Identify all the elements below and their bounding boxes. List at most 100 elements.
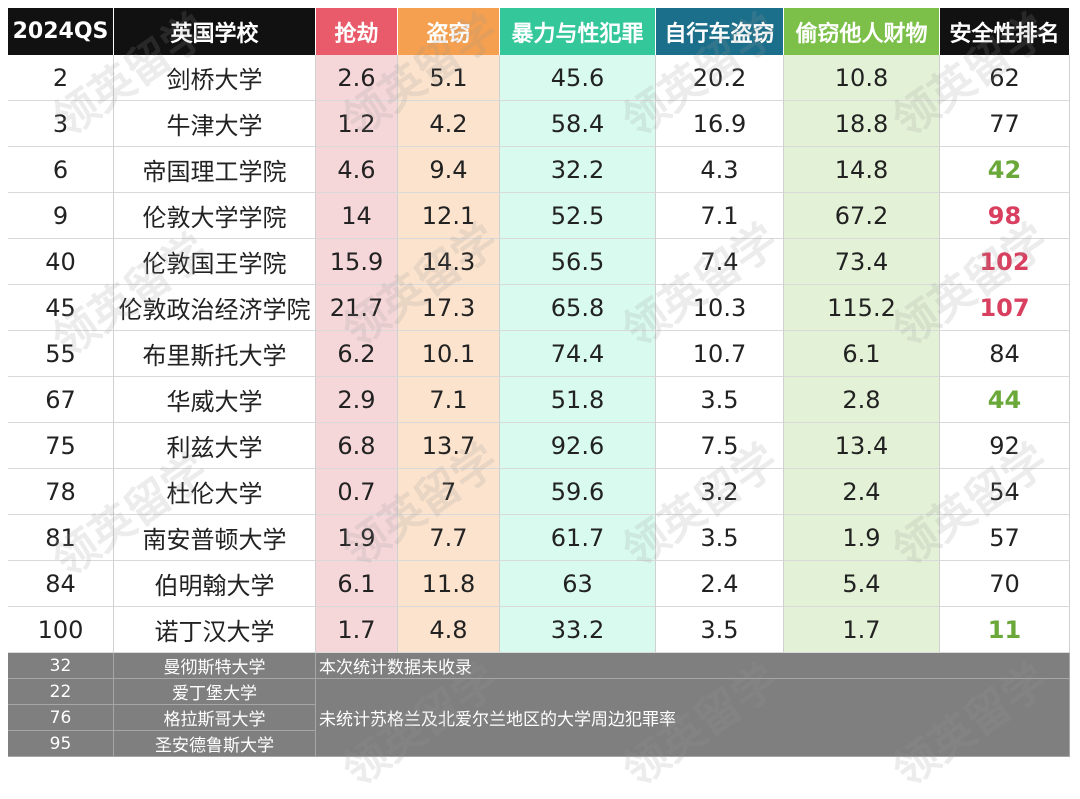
qs-rank-cell: 84 [8,561,114,607]
table-row: 55 布里斯托大学 6.2 10.1 74.4 10.7 6.1 84 [8,331,1070,377]
safety-rank-cell: 98 [940,193,1070,239]
column-header: 偷窃他人财物 [784,8,940,55]
safety-rank-cell: 42 [940,147,1070,193]
table-row: 67 华威大学 2.9 7.1 51.8 3.5 2.8 44 [8,377,1070,423]
school-name-cell: 利兹大学 [114,423,316,469]
bike-theft-cell: 2.4 [656,561,784,607]
table-row: 2 剑桥大学 2.6 5.1 45.6 20.2 10.8 62 [8,55,1070,101]
qs-rank-cell: 40 [8,239,114,285]
note-not-included: 本次统计数据未收录 [316,653,1070,679]
safety-rank-cell: 92 [940,423,1070,469]
bike-theft-cell: 10.3 [656,285,784,331]
robbery-cell: 0.7 [316,469,398,515]
column-header: 安全性排名 [940,8,1070,55]
school-name-cell: 杜伦大学 [114,469,316,515]
personal-theft-cell: 13.4 [784,423,940,469]
robbery-cell: 1.7 [316,607,398,653]
personal-theft-cell: 73.4 [784,239,940,285]
table-row: 75 利兹大学 6.8 13.7 92.6 7.5 13.4 92 [8,423,1070,469]
violence-cell: 92.6 [500,423,656,469]
safety-rank-cell: 107 [940,285,1070,331]
school-name-cell: 南安普顿大学 [114,515,316,561]
theft-cell: 11.8 [398,561,500,607]
table-row: 9 伦敦大学学院 14 12.1 52.5 7.1 67.2 98 [8,193,1070,239]
robbery-cell: 6.1 [316,561,398,607]
violence-cell: 58.4 [500,101,656,147]
qs-rank-cell: 100 [8,607,114,653]
excluded-schools-section: 32 曼彻斯特大学 本次统计数据未收录 22 爱丁堡大学 未统计苏格兰及北爱尔兰… [8,653,1070,757]
column-header: 盗窃 [398,8,500,55]
robbery-cell: 2.6 [316,55,398,101]
qs-rank-cell: 78 [8,469,114,515]
robbery-cell: 1.9 [316,515,398,561]
theft-cell: 17.3 [398,285,500,331]
qs-rank-cell: 3 [8,101,114,147]
theft-cell: 5.1 [398,55,500,101]
table-row: 45 伦敦政治经济学院 21.7 17.3 65.8 10.3 115.2 107 [8,285,1070,331]
excluded-row: 95 圣安德鲁斯大学 [8,731,1070,757]
school-name-cell: 帝国理工学院 [114,147,316,193]
safety-rank-cell: 70 [940,561,1070,607]
note-scotland-ni: 未统计苏格兰及北爱尔兰地区的大学周边犯罪率 [316,679,1070,757]
violence-cell: 52.5 [500,193,656,239]
bike-theft-cell: 3.5 [656,607,784,653]
violence-cell: 51.8 [500,377,656,423]
robbery-cell: 21.7 [316,285,398,331]
school-name-cell: 剑桥大学 [114,55,316,101]
column-header: 抢劫 [316,8,398,55]
personal-theft-cell: 6.1 [784,331,940,377]
excluded-row: 32 曼彻斯特大学 本次统计数据未收录 [8,653,1070,679]
crime-ranking-table: 2024QS 英国学校 抢劫 盗窃 暴力与性犯罪 自行车盗窃 偷窃他人财物 安全性排名 2 剑桥… [8,8,1070,757]
theft-cell: 14.3 [398,239,500,285]
robbery-cell: 15.9 [316,239,398,285]
bike-theft-cell: 3.2 [656,469,784,515]
safety-rank-cell: 102 [940,239,1070,285]
table-row: 81 南安普顿大学 1.9 7.7 61.7 3.5 1.9 57 [8,515,1070,561]
qs-cell: 22 [8,679,114,705]
qs-rank-cell: 9 [8,193,114,239]
qs-rank-cell: 55 [8,331,114,377]
school-name-cell: 伦敦大学学院 [114,193,316,239]
personal-theft-cell: 1.9 [784,515,940,561]
robbery-cell: 4.6 [316,147,398,193]
violence-cell: 59.6 [500,469,656,515]
table-row: 3 牛津大学 1.2 4.2 58.4 16.9 18.8 77 [8,101,1070,147]
column-header: 2024QS [8,8,114,55]
school-cell: 圣安德鲁斯大学 [114,731,316,757]
school-name-cell: 伦敦国王学院 [114,239,316,285]
bike-theft-cell: 20.2 [656,55,784,101]
bike-theft-cell: 4.3 [656,147,784,193]
theft-cell: 7.1 [398,377,500,423]
bike-theft-cell: 7.4 [656,239,784,285]
column-header: 暴力与性犯罪 [500,8,656,55]
bike-theft-cell: 7.1 [656,193,784,239]
school-name-cell: 华威大学 [114,377,316,423]
robbery-cell: 6.8 [316,423,398,469]
qs-cell: 95 [8,731,114,757]
safety-rank-cell: 62 [940,55,1070,101]
theft-cell: 13.7 [398,423,500,469]
safety-rank-cell: 11 [940,607,1070,653]
column-header: 自行车盗窃 [656,8,784,55]
theft-cell: 4.2 [398,101,500,147]
table-row: 84 伯明翰大学 6.1 11.8 63 2.4 5.4 70 [8,561,1070,607]
qs-rank-cell: 67 [8,377,114,423]
school-cell: 曼彻斯特大学 [114,653,316,679]
table-row: 78 杜伦大学 0.7 7 59.6 3.2 2.4 54 [8,469,1070,515]
safety-rank-cell: 44 [940,377,1070,423]
personal-theft-cell: 18.8 [784,101,940,147]
robbery-cell: 1.2 [316,101,398,147]
safety-rank-cell: 54 [940,469,1070,515]
theft-cell: 7.7 [398,515,500,561]
table-body: 2 剑桥大学 2.6 5.1 45.6 20.2 10.8 62 3 牛津大学 1.2 4.2 58.4… [8,55,1070,653]
header-row: 2024QS 英国学校 抢劫 盗窃 暴力与性犯罪 自行车盗窃 偷窃他人财物 安全性排名 [8,8,1070,55]
qs-cell: 32 [8,653,114,679]
school-name-cell: 诺丁汉大学 [114,607,316,653]
table-row: 40 伦敦国王学院 15.9 14.3 56.5 7.4 73.4 102 [8,239,1070,285]
violence-cell: 63 [500,561,656,607]
excluded-row: 22 爱丁堡大学 未统计苏格兰及北爱尔兰地区的大学周边犯罪率 [8,679,1070,757]
violence-cell: 32.2 [500,147,656,193]
column-header: 英国学校 [114,8,316,55]
qs-cell: 76 [8,705,114,731]
violence-cell: 45.6 [500,55,656,101]
